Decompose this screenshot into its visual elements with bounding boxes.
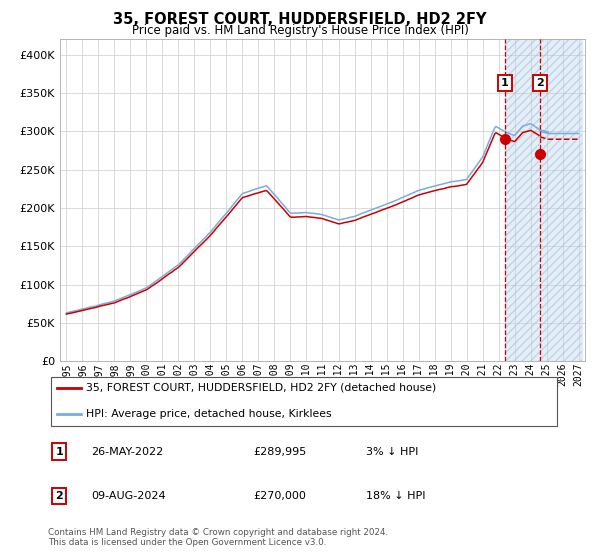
Text: Price paid vs. HM Land Registry's House Price Index (HPI): Price paid vs. HM Land Registry's House …	[131, 24, 469, 36]
Text: HPI: Average price, detached house, Kirklees: HPI: Average price, detached house, Kirk…	[86, 408, 332, 418]
Text: 26-MAY-2022: 26-MAY-2022	[92, 446, 164, 456]
Text: 2: 2	[536, 78, 544, 88]
Text: 3% ↓ HPI: 3% ↓ HPI	[366, 446, 418, 456]
Bar	[505, 39, 582, 361]
Text: 2: 2	[55, 491, 63, 501]
Text: 35, FOREST COURT, HUDDERSFIELD, HD2 2FY: 35, FOREST COURT, HUDDERSFIELD, HD2 2FY	[113, 12, 487, 27]
Text: 18% ↓ HPI: 18% ↓ HPI	[366, 491, 425, 501]
Text: Contains HM Land Registry data © Crown copyright and database right 2024.
This d: Contains HM Land Registry data © Crown c…	[48, 528, 388, 547]
Text: 1: 1	[501, 78, 509, 88]
Text: £270,000: £270,000	[253, 491, 306, 501]
Text: 09-AUG-2024: 09-AUG-2024	[92, 491, 166, 501]
Text: 1: 1	[55, 446, 63, 456]
FancyBboxPatch shape	[50, 377, 557, 426]
Text: £289,995: £289,995	[253, 446, 307, 456]
Bar	[505, 39, 582, 361]
Text: 35, FOREST COURT, HUDDERSFIELD, HD2 2FY (detached house): 35, FOREST COURT, HUDDERSFIELD, HD2 2FY …	[86, 383, 437, 393]
